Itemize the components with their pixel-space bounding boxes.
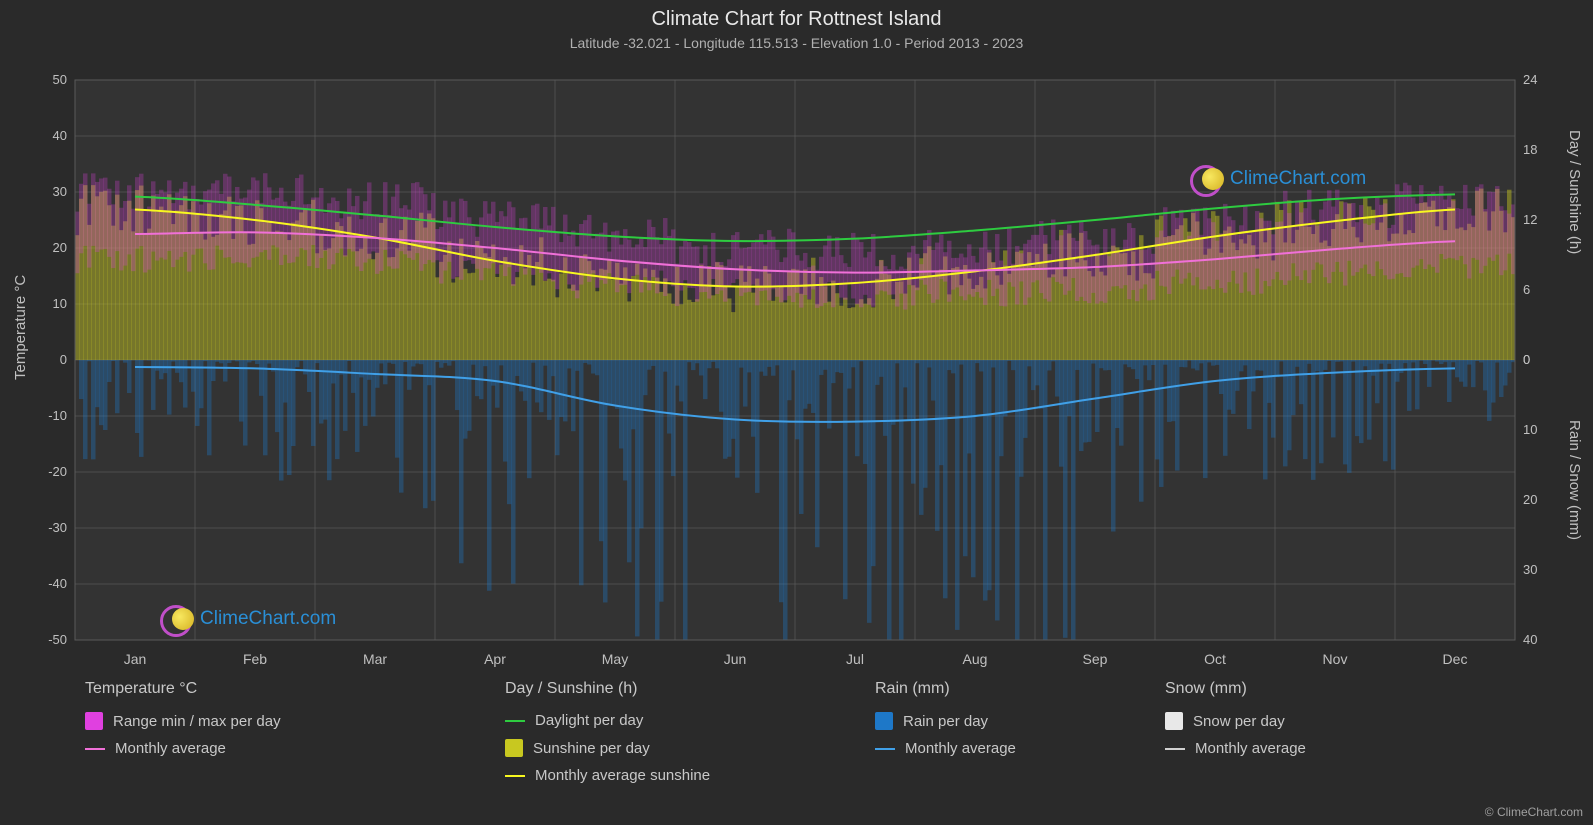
swatch-snow [1165,712,1183,730]
svg-text:18: 18 [1523,142,1537,157]
swatch-snow-avg-line [1165,748,1185,750]
legend-temp-range-label: Range min / max per day [113,713,281,730]
svg-text:Mar: Mar [363,651,387,667]
svg-text:Apr: Apr [484,651,506,667]
legend-sunshine-avg-label: Monthly average sunshine [535,767,710,784]
legend-rain-day-label: Rain per day [903,713,988,730]
svg-text:-40: -40 [48,576,67,591]
legend-snow-header: Snow (mm) [1165,680,1465,698]
legend-temp-range: Range min / max per day [85,712,505,730]
legend-sunshine-label: Sunshine per day [533,740,650,757]
copyright-text: © ClimeChart.com [1485,805,1583,819]
legend-daylight: Daylight per day [505,712,875,729]
svg-text:-20: -20 [48,464,67,479]
legend-snow-avg-label: Monthly average [1195,740,1306,757]
legend-col-snow: Snow (mm) Snow per day Monthly average [1165,680,1465,784]
swatch-daylight-line [505,720,525,722]
legend-temp-avg: Monthly average [85,740,505,757]
svg-text:20: 20 [1523,492,1537,507]
svg-text:40: 40 [53,128,67,143]
legend-rain-header: Rain (mm) [875,680,1165,698]
svg-text:Feb: Feb [243,651,267,667]
svg-text:10: 10 [53,296,67,311]
watermark-bottom: ClimeChart.com [160,605,336,633]
climechart-logo-icon [160,605,194,633]
svg-text:0: 0 [1523,352,1530,367]
svg-text:-50: -50 [48,632,67,647]
svg-text:0: 0 [60,352,67,367]
legend-col-temperature: Temperature °C Range min / max per day M… [85,680,505,784]
legend-snow-day-label: Snow per day [1193,713,1285,730]
swatch-temp-avg-line [85,748,105,750]
svg-text:12: 12 [1523,212,1537,227]
svg-text:Jan: Jan [124,651,147,667]
svg-text:Sep: Sep [1083,651,1108,667]
y-axis-right-bottom-label: Rain / Snow (mm) [1566,420,1583,540]
chart-title: Climate Chart for Rottnest Island [0,0,1593,31]
swatch-sunshine [505,739,523,757]
legend-rain-avg: Monthly average [875,740,1165,757]
legend-rain-avg-label: Monthly average [905,740,1016,757]
legend-col-daylight: Day / Sunshine (h) Daylight per day Suns… [505,680,875,784]
swatch-rain-avg-line [875,748,895,750]
svg-text:-30: -30 [48,520,67,535]
watermark-text: ClimeChart.com [1230,168,1366,190]
legend-sunshine-avg: Monthly average sunshine [505,767,875,784]
svg-text:6: 6 [1523,282,1530,297]
legend-temp-avg-label: Monthly average [115,740,226,757]
climechart-logo-icon [1190,165,1224,193]
svg-text:Jun: Jun [724,651,747,667]
svg-text:Aug: Aug [963,651,988,667]
svg-text:20: 20 [53,240,67,255]
svg-text:Jul: Jul [846,651,864,667]
chart-plot-area: -50-40-30-20-100102030405006121824010203… [75,80,1515,640]
svg-text:30: 30 [53,184,67,199]
legend-sunshine: Sunshine per day [505,739,875,757]
legend-snow-avg: Monthly average [1165,740,1465,757]
svg-text:50: 50 [53,72,67,87]
y-axis-left-label: Temperature °C [12,275,29,380]
chart-subtitle: Latitude -32.021 - Longitude 115.513 - E… [0,31,1593,51]
legend-snow-day: Snow per day [1165,712,1465,730]
svg-text:Dec: Dec [1443,651,1468,667]
swatch-temp-range [85,712,103,730]
svg-text:-10: -10 [48,408,67,423]
svg-text:May: May [602,651,628,667]
svg-text:10: 10 [1523,422,1537,437]
svg-text:24: 24 [1523,72,1537,87]
svg-text:Oct: Oct [1204,651,1226,667]
svg-text:Nov: Nov [1323,651,1348,667]
watermark-top: ClimeChart.com [1190,165,1366,193]
legend-day-header: Day / Sunshine (h) [505,680,875,698]
swatch-sunshine-avg-line [505,775,525,777]
legend-daylight-label: Daylight per day [535,712,643,729]
y-axis-right-top-label: Day / Sunshine (h) [1566,130,1583,254]
swatch-rain [875,712,893,730]
legend-rain-day: Rain per day [875,712,1165,730]
legend-col-rain: Rain (mm) Rain per day Monthly average [875,680,1165,784]
svg-text:40: 40 [1523,632,1537,647]
svg-text:30: 30 [1523,562,1537,577]
watermark-text: ClimeChart.com [200,608,336,630]
chart-legend: Temperature °C Range min / max per day M… [85,680,1525,784]
legend-temp-header: Temperature °C [85,680,505,698]
